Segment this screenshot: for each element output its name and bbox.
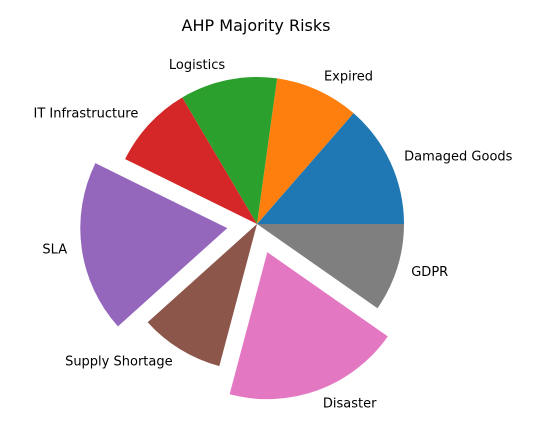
label-damaged-goods: Damaged Goods (404, 150, 512, 165)
label-gdpr: GDPR (411, 265, 448, 280)
label-logistics: Logistics (169, 58, 225, 73)
slice-logistics (182, 76, 278, 224)
slice-sla (80, 163, 228, 327)
slice-damaged-goods (257, 113, 404, 224)
chart-title: AHP Majority Risks (182, 16, 331, 35)
slice-disaster (229, 252, 388, 400)
label-it-infrastructure: IT Infrastructure (34, 107, 139, 122)
pie-slices (80, 76, 404, 400)
slice-expired (257, 78, 354, 224)
label-disaster: Disaster (323, 397, 377, 412)
label-expired: Expired (324, 69, 373, 84)
slice-it-infrastructure (125, 97, 257, 224)
label-supply-shortage: Supply Shortage (65, 354, 173, 369)
slice-supply-shortage (147, 224, 257, 367)
pie-labels: Damaged Goods Expired Logistics IT Infrastr… (34, 58, 513, 412)
label-sla: SLA (42, 243, 67, 258)
slice-gdpr (257, 224, 404, 309)
